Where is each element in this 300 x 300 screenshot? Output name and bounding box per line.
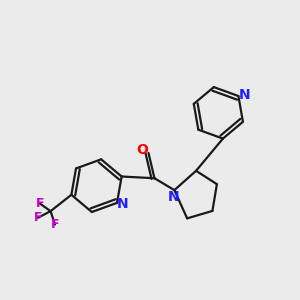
Text: F: F (34, 211, 42, 224)
Text: N: N (239, 88, 251, 101)
Text: F: F (51, 218, 59, 231)
Text: N: N (116, 197, 128, 211)
Text: F: F (36, 197, 44, 210)
Text: N: N (168, 190, 180, 204)
Text: O: O (136, 143, 148, 157)
